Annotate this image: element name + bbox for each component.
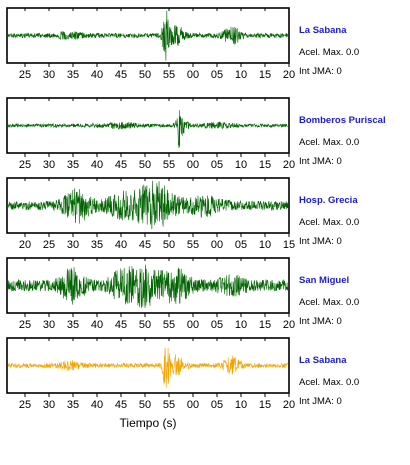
panel-3: 20 25 30 35 40 45 50 55 00 05 10 15 Hosp. Grecia Acel… — [6, 177, 359, 251]
x-tick-label: 20 — [283, 69, 295, 81]
x-tick-label: 20 — [283, 399, 295, 411]
x-tick-label: 35 — [67, 159, 79, 171]
x-tick-label: 10 — [235, 159, 247, 171]
waveform-trace — [7, 10, 289, 61]
x-tick-label: 20 — [283, 159, 295, 171]
x-tick-label: 25 — [19, 319, 31, 331]
x-tick-label: 40 — [91, 159, 103, 171]
x-tick-label: 05 — [211, 69, 223, 81]
panel-2: 25 30 35 40 45 50 55 00 05 10 15 20 Bomberos Purisca… — [6, 97, 386, 171]
panel-4: 25 30 35 40 45 50 55 00 05 10 15 20 San Miguel Acel. … — [6, 257, 359, 331]
x-tick-label: 05 — [211, 159, 223, 171]
waveform-trace — [7, 264, 289, 309]
x-tick-label: 30 — [43, 69, 55, 81]
x-tick-label: 35 — [67, 399, 79, 411]
panel-1: 25 30 35 40 45 50 55 00 05 10 15 20 La Sabana Acel. M… — [6, 7, 359, 81]
x-tick-label: 15 — [259, 69, 271, 81]
x-tick-label: 45 — [115, 399, 127, 411]
int-jma-label: Int JMA: 0 — [299, 396, 342, 407]
x-tick-label: 10 — [235, 69, 247, 81]
station-name: Bomberos Puriscal — [299, 115, 386, 126]
x-tick-label: 40 — [115, 239, 127, 251]
x-tick-label: 55 — [187, 239, 199, 251]
acel-max-label: Acel. Max. 0.0 — [299, 137, 359, 148]
acel-max-label: Acel. Max. 0.0 — [299, 217, 359, 228]
station-name: San Miguel — [299, 275, 349, 286]
x-tick-label: 25 — [43, 239, 55, 251]
acel-max-label: Acel. Max. 0.0 — [299, 377, 359, 388]
x-tick-label: 30 — [43, 159, 55, 171]
x-tick-label: 30 — [67, 239, 79, 251]
x-tick-label: 55 — [163, 159, 175, 171]
x-tick-label: 15 — [259, 399, 271, 411]
acel-max-label: Acel. Max. 0.0 — [299, 47, 359, 58]
station-name: La Sabana — [299, 25, 347, 36]
x-tick-label: 00 — [211, 239, 223, 251]
x-tick-label: 15 — [259, 319, 271, 331]
x-tick-label: 45 — [139, 239, 151, 251]
waveform-trace — [7, 110, 289, 149]
x-tick-label: 25 — [19, 399, 31, 411]
x-tick-label: 15 — [283, 239, 295, 251]
waveform-trace — [7, 347, 289, 388]
x-tick-label: 10 — [235, 319, 247, 331]
int-jma-label: Int JMA: 0 — [299, 236, 342, 247]
x-tick-label: 50 — [139, 69, 151, 81]
acel-max-label: Acel. Max. 0.0 — [299, 297, 359, 308]
x-tick-label: 25 — [19, 69, 31, 81]
station-name: La Sabana — [299, 355, 347, 366]
x-tick-label: 05 — [211, 319, 223, 331]
x-tick-label: 50 — [139, 159, 151, 171]
x-tick-label: 40 — [91, 69, 103, 81]
x-tick-label: 55 — [163, 399, 175, 411]
x-tick-label: 50 — [163, 239, 175, 251]
x-tick-label: 00 — [187, 159, 199, 171]
x-tick-label: 40 — [91, 319, 103, 331]
x-tick-label: 10 — [235, 399, 247, 411]
station-name: Hosp. Grecia — [299, 195, 358, 206]
x-tick-label: 50 — [139, 319, 151, 331]
waveform-trace — [7, 180, 289, 230]
x-tick-label: 45 — [115, 159, 127, 171]
x-tick-label: 55 — [163, 69, 175, 81]
x-tick-label: 30 — [43, 319, 55, 331]
x-tick-label: 00 — [187, 69, 199, 81]
x-tick-label: 00 — [187, 319, 199, 331]
x-tick-label: 00 — [187, 399, 199, 411]
x-tick-label: 45 — [115, 69, 127, 81]
x-tick-label: 20 — [19, 239, 31, 251]
x-tick-label: 40 — [91, 399, 103, 411]
int-jma-label: Int JMA: 0 — [299, 316, 342, 327]
x-tick-label: 55 — [163, 319, 175, 331]
x-tick-label: 35 — [91, 239, 103, 251]
x-tick-label: 30 — [43, 399, 55, 411]
int-jma-label: Int JMA: 0 — [299, 156, 342, 167]
int-jma-label: Int JMA: 0 — [299, 66, 342, 77]
x-tick-label: 10 — [259, 239, 271, 251]
x-tick-label: 35 — [67, 319, 79, 331]
x-axis-label: Tiempo (s) — [120, 416, 177, 430]
x-tick-label: 20 — [283, 319, 295, 331]
x-tick-label: 05 — [235, 239, 247, 251]
x-tick-label: 35 — [67, 69, 79, 81]
x-tick-label: 15 — [259, 159, 271, 171]
x-tick-label: 25 — [19, 159, 31, 171]
panel-5: 25 30 35 40 45 50 55 00 05 10 15 20 La Sabana Acel. M… — [6, 337, 359, 411]
x-tick-label: 05 — [211, 399, 223, 411]
x-tick-label: 50 — [139, 399, 151, 411]
x-tick-label: 45 — [115, 319, 127, 331]
